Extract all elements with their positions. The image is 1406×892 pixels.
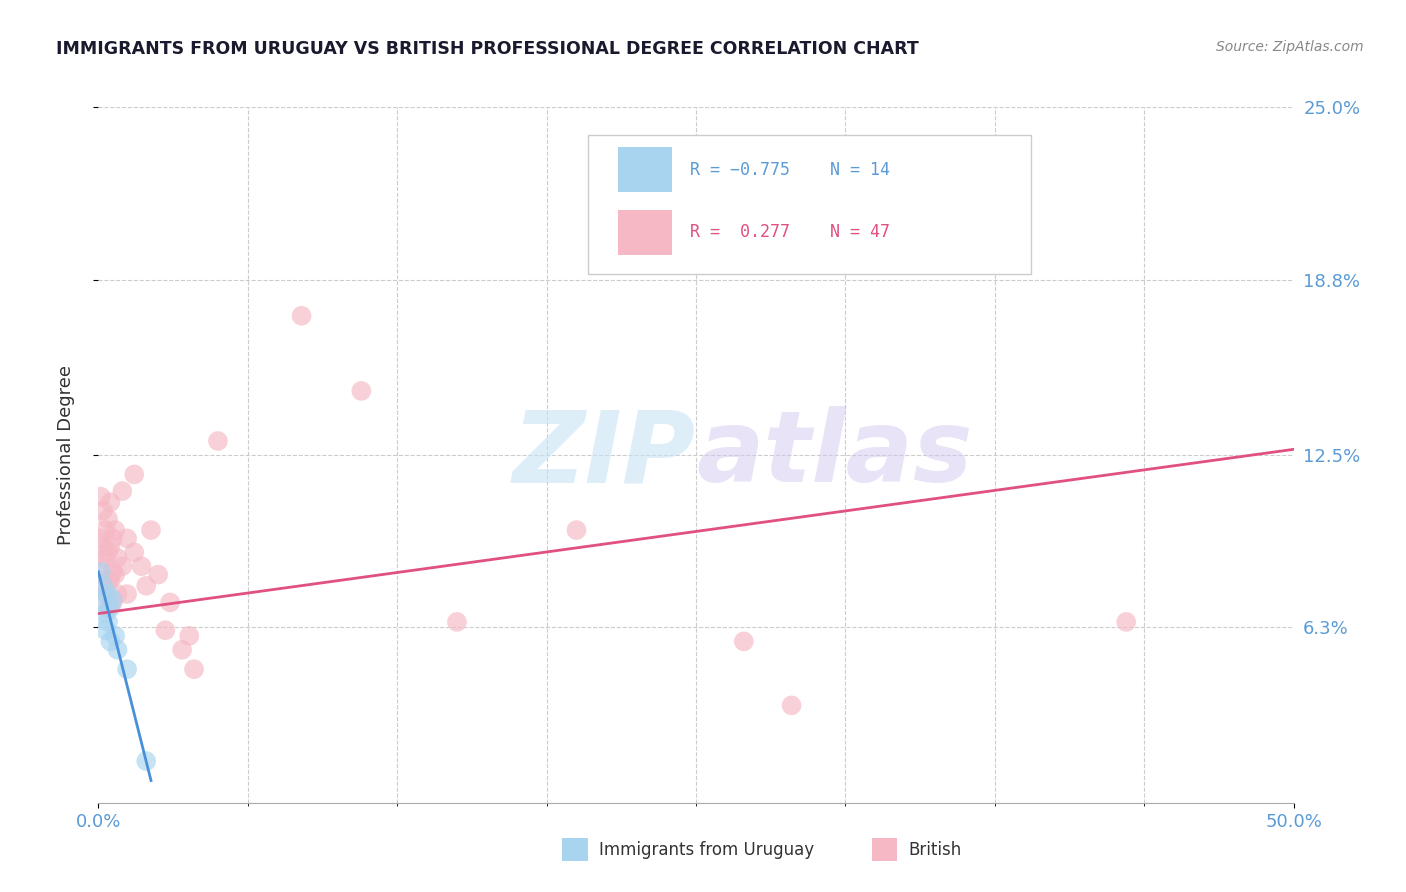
Bar xyxy=(619,210,672,255)
Point xyxy=(780,698,803,713)
Point xyxy=(104,567,127,582)
Point xyxy=(98,540,122,554)
Point xyxy=(97,615,120,629)
Point xyxy=(124,467,146,482)
Point xyxy=(124,545,146,559)
Point xyxy=(97,573,120,587)
Point xyxy=(111,559,134,574)
Text: R =  0.277    N = 47: R = 0.277 N = 47 xyxy=(690,223,890,241)
Point xyxy=(135,579,157,593)
Point xyxy=(565,523,588,537)
Point xyxy=(107,587,129,601)
Text: atlas: atlas xyxy=(696,407,973,503)
Point xyxy=(350,384,373,398)
Point xyxy=(98,495,122,509)
Point xyxy=(101,592,124,607)
Point xyxy=(107,642,129,657)
Text: British: British xyxy=(908,840,962,859)
Point xyxy=(97,512,120,526)
Point xyxy=(94,523,117,537)
Point xyxy=(97,545,120,559)
Text: Source: ZipAtlas.com: Source: ZipAtlas.com xyxy=(1216,40,1364,54)
Point xyxy=(98,601,122,615)
Point xyxy=(97,587,120,601)
Point xyxy=(159,595,181,609)
Point xyxy=(90,490,112,504)
Point xyxy=(207,434,229,448)
Point xyxy=(94,607,117,621)
Point xyxy=(94,550,117,565)
Point xyxy=(101,532,124,546)
Point xyxy=(139,523,162,537)
Bar xyxy=(619,147,672,193)
Point xyxy=(98,573,122,587)
Point xyxy=(104,523,127,537)
Point xyxy=(900,253,922,268)
Point xyxy=(101,565,124,579)
Point xyxy=(90,532,112,546)
Point xyxy=(94,587,117,601)
Point xyxy=(98,634,122,648)
Point xyxy=(91,579,114,593)
Point xyxy=(155,624,177,638)
Point xyxy=(179,629,201,643)
Point xyxy=(107,550,129,565)
Text: Immigrants from Uruguay: Immigrants from Uruguay xyxy=(599,840,814,859)
Point xyxy=(104,629,127,643)
Point xyxy=(115,662,138,676)
Point xyxy=(172,642,194,657)
Point xyxy=(90,565,112,579)
Text: ZIP: ZIP xyxy=(513,407,696,503)
Point xyxy=(91,503,114,517)
Point xyxy=(111,484,134,499)
Point xyxy=(115,587,138,601)
Point xyxy=(97,601,120,615)
Text: R = −0.775    N = 14: R = −0.775 N = 14 xyxy=(690,161,890,178)
Point xyxy=(1115,615,1137,629)
Point xyxy=(91,540,114,554)
Point xyxy=(733,634,755,648)
Y-axis label: Professional Degree: Professional Degree xyxy=(56,365,75,545)
Point xyxy=(135,754,157,768)
Point xyxy=(291,309,314,323)
Point xyxy=(101,595,124,609)
Point xyxy=(183,662,205,676)
Text: IMMIGRANTS FROM URUGUAY VS BRITISH PROFESSIONAL DEGREE CORRELATION CHART: IMMIGRANTS FROM URUGUAY VS BRITISH PROFE… xyxy=(56,40,920,58)
Point xyxy=(446,615,468,629)
Point xyxy=(94,624,117,638)
Point xyxy=(115,532,138,546)
Point xyxy=(148,567,170,582)
Point xyxy=(91,579,114,593)
FancyBboxPatch shape xyxy=(588,135,1031,274)
Point xyxy=(91,595,114,609)
Point xyxy=(90,559,112,574)
Point xyxy=(131,559,153,574)
